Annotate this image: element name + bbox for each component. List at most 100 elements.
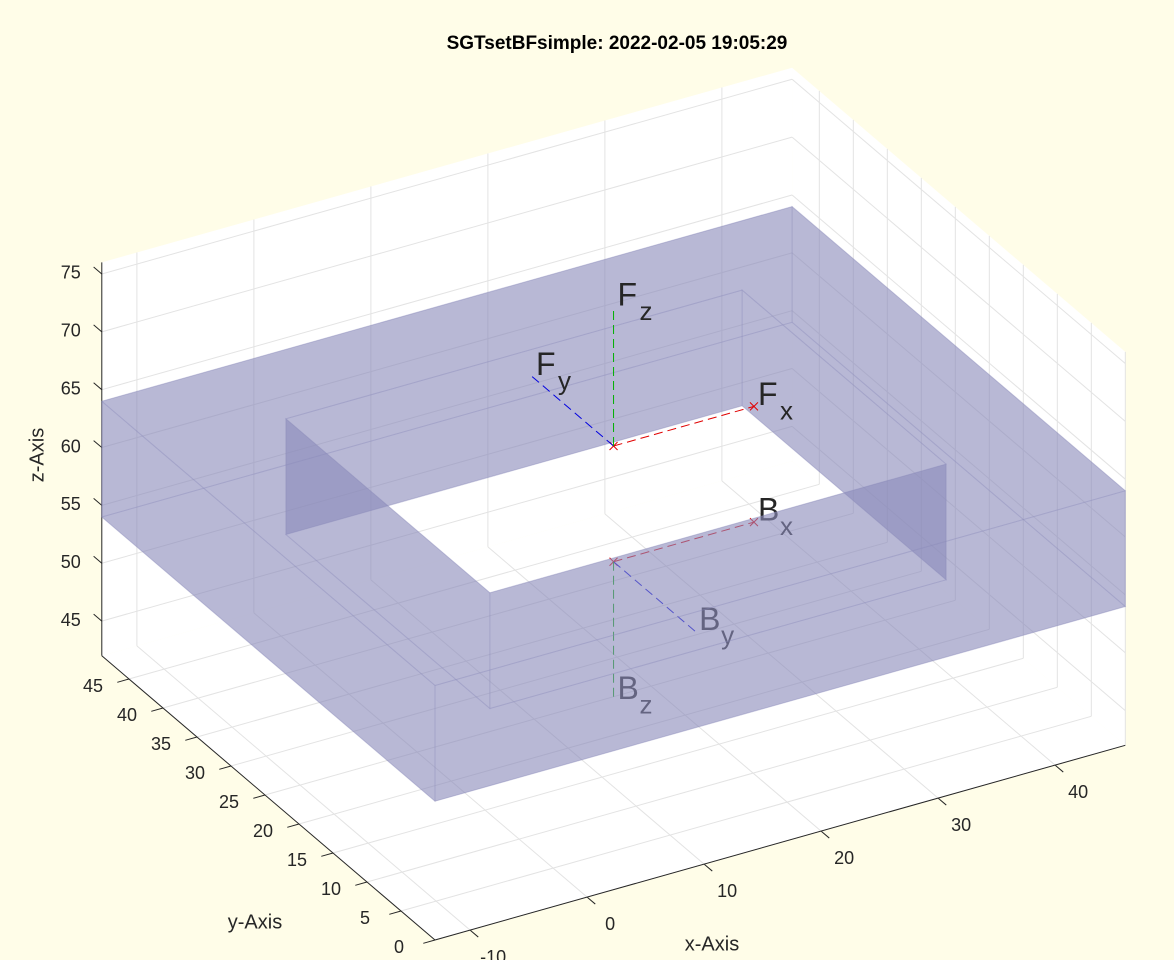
tick-mark <box>820 830 830 839</box>
x-axis-line <box>434 744 1126 941</box>
frame-axis <box>531 376 614 447</box>
frame-label-sub: z <box>640 689 653 719</box>
x-tick-label: 40 <box>1068 782 1088 802</box>
frame-label: B <box>699 601 720 637</box>
frame-label-sub: x <box>780 395 793 425</box>
floor-pane <box>101 461 1126 940</box>
tick-mark <box>389 910 402 915</box>
x-tick-label: 30 <box>951 815 971 835</box>
grid-line <box>791 78 1126 364</box>
grid-line <box>791 252 1126 538</box>
frame-label: F <box>758 376 778 412</box>
frame-marker <box>749 517 759 527</box>
grid-line <box>791 136 1126 422</box>
tick-mark <box>93 498 103 506</box>
y-tick-label: 40 <box>117 705 137 725</box>
y-tick-label: 45 <box>83 676 103 696</box>
frame-axis <box>613 405 755 447</box>
y-axis-line <box>101 655 436 941</box>
tick-mark <box>219 765 232 770</box>
y-tick-label: 5 <box>360 908 370 928</box>
grid-line <box>101 368 793 564</box>
tick-mark <box>253 794 266 799</box>
grid-line <box>264 599 956 796</box>
solid-face <box>434 490 1126 802</box>
solid-face <box>101 205 793 518</box>
tick-mark <box>321 852 334 857</box>
frame-label-sub: y <box>721 620 734 650</box>
grid-line <box>604 513 939 799</box>
tick-mark <box>1054 764 1064 773</box>
solid-face <box>285 289 743 536</box>
grid-line <box>487 546 822 832</box>
x-axis-label: x-Axis <box>685 933 739 955</box>
tick-mark <box>93 555 103 564</box>
solid-face <box>741 289 947 581</box>
solid-face <box>285 417 491 710</box>
tick-mark <box>185 736 198 741</box>
frame-label: F <box>618 277 638 313</box>
frame-axis <box>613 561 696 632</box>
tick-mark <box>93 613 103 622</box>
z-tick-label: 50 <box>61 552 81 572</box>
grid-line <box>791 426 1126 711</box>
y-tick-label: 25 <box>219 792 239 812</box>
tick-mark <box>469 929 479 938</box>
solid-face <box>100 206 1127 687</box>
grid-line <box>721 480 1056 766</box>
tick-mark <box>93 266 103 275</box>
tick-mark <box>355 881 368 886</box>
grid-line <box>791 368 1126 654</box>
grid-line <box>230 570 922 767</box>
tick-mark <box>586 896 596 905</box>
grid-line <box>128 483 820 680</box>
frame-label-sub: x <box>780 511 793 541</box>
z-tick-label: 60 <box>61 436 81 456</box>
grid-line <box>101 425 793 622</box>
y-tick-label: 20 <box>253 821 273 841</box>
grid-line <box>253 612 588 898</box>
grid-line <box>332 657 1024 854</box>
grid-line <box>101 136 793 333</box>
frame-label: F <box>536 346 556 382</box>
y-axis-label: y-Axis <box>228 911 282 933</box>
frame-label: B <box>758 492 779 528</box>
frame-label-sub: y <box>558 365 571 395</box>
solid-face <box>489 463 947 710</box>
solid-face <box>101 400 436 803</box>
frame-label-sub: z <box>640 296 653 326</box>
grid-line <box>298 628 990 825</box>
y-tick-label: 15 <box>287 850 307 870</box>
grid-line <box>136 645 471 931</box>
grid-line <box>162 512 854 709</box>
tick-mark <box>93 382 103 391</box>
tick-mark <box>93 324 103 333</box>
y-tick-label: 30 <box>185 763 205 783</box>
z-tick-label: 55 <box>61 494 81 514</box>
y-tick-label: 10 <box>321 879 341 899</box>
grid-line <box>101 194 793 391</box>
z-tick-label: 75 <box>61 263 81 283</box>
z-tick-label: 70 <box>61 321 81 341</box>
x-tick-label: 20 <box>834 848 854 868</box>
tick-mark <box>937 797 947 806</box>
grid-line <box>366 686 1058 883</box>
grid-line <box>400 715 1092 912</box>
grid-line <box>101 310 793 506</box>
grid-line <box>370 579 705 865</box>
tick-mark <box>93 440 103 448</box>
back-pane <box>101 67 793 656</box>
chart-title: SGTsetBFsimple: 2022-02-05 19:05:29 <box>447 33 788 54</box>
solid-face <box>100 321 1127 802</box>
frame-axis <box>613 521 755 563</box>
frame-marker <box>749 402 759 411</box>
tick-mark <box>287 823 300 828</box>
grid-line <box>791 310 1126 596</box>
tick-mark <box>117 678 130 683</box>
grid-line <box>101 78 793 275</box>
grid-line <box>791 194 1126 480</box>
y-tick-label: 35 <box>151 734 171 754</box>
y-tick-label: 0 <box>394 937 404 957</box>
tick-mark <box>151 707 164 712</box>
